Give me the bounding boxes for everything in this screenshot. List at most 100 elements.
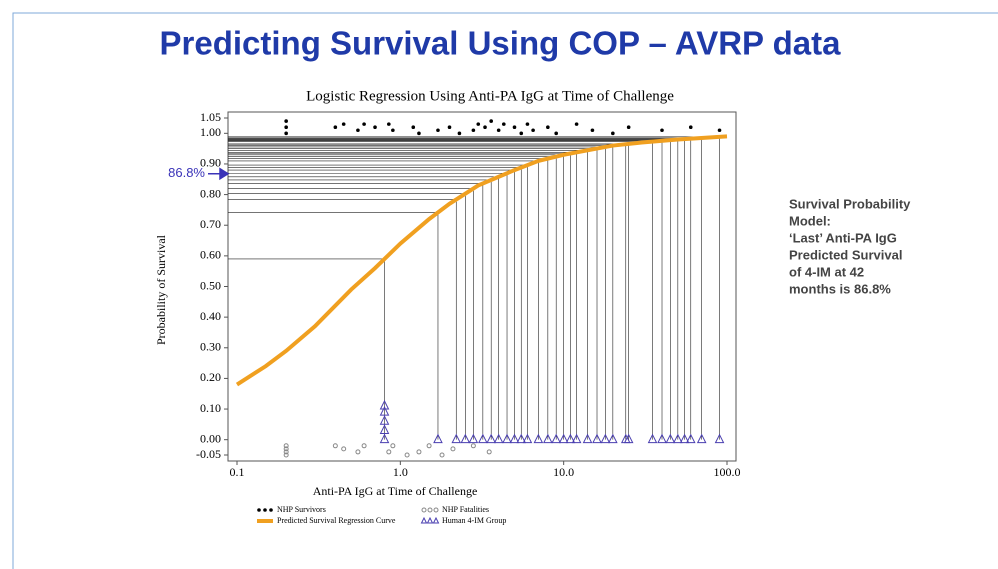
chart-title: Logistic Regression Using Anti-PA IgG at… — [306, 88, 674, 104]
x-tick-label: 100.0 — [714, 465, 741, 479]
fatality-circle — [332, 443, 338, 449]
human-triangle — [608, 433, 618, 444]
side-text-line: Model: — [789, 213, 831, 228]
survivor-dot — [457, 131, 462, 136]
annotation-arrow — [208, 167, 230, 181]
y-axis-label: Probability of Survival — [154, 234, 168, 345]
side-text: Survival Probability Model: ‘Last’ Anti-PA… — [789, 196, 911, 296]
survivor-dot — [436, 128, 440, 133]
survivor-dot — [471, 128, 476, 133]
human-triangle — [379, 415, 390, 425]
y-tick-label: 0.00 — [200, 431, 221, 445]
survivor-dot — [489, 119, 493, 123]
human-triangle — [451, 433, 462, 444]
legend-swatch — [257, 508, 261, 512]
survivor-dot — [284, 119, 288, 123]
fatality-circle — [426, 443, 432, 449]
human-triangle — [543, 433, 553, 444]
human-triangle — [647, 433, 658, 444]
survivor-dot — [356, 128, 360, 133]
survivor-dot — [387, 122, 391, 126]
legend-label: NHP Fatalities — [442, 505, 489, 514]
survivor-dot — [574, 122, 579, 126]
human-triangle — [565, 433, 576, 444]
fatality-circle — [386, 449, 392, 455]
legend-swatch — [420, 516, 428, 524]
fatality-circle — [341, 446, 347, 452]
survivor-dot — [284, 125, 288, 129]
survivor-dot — [373, 125, 377, 129]
survivor-dot — [554, 131, 558, 136]
slide-title: Predicting Survival Using COP – AVRP dat… — [160, 25, 842, 62]
survivor-dot — [417, 131, 421, 136]
human-triangle — [379, 399, 390, 410]
fatality-circle — [404, 452, 410, 458]
human-triangle — [558, 433, 569, 444]
fatality-circle — [361, 443, 367, 449]
survivor-dot — [519, 131, 524, 136]
y-tick-label: 1.05 — [200, 110, 221, 124]
y-tick-label: 0.10 — [200, 401, 221, 415]
fatality-circle — [283, 443, 289, 449]
survivor-dot — [501, 122, 506, 126]
human-triangle — [714, 433, 725, 444]
survivor-dot — [341, 122, 346, 126]
fatality-circle — [283, 446, 289, 452]
human-triangle — [592, 433, 602, 444]
survivor-dot — [476, 122, 481, 126]
human-triangle — [522, 433, 533, 444]
human-triangle — [460, 433, 471, 444]
side-text-line: of 4-IM at 42 — [789, 264, 864, 279]
legend-label: NHP Survivors — [277, 505, 326, 514]
survivor-dot — [531, 128, 535, 133]
annotation-label: 86.8% — [168, 165, 205, 180]
side-text-line: Predicted Survival — [789, 247, 902, 262]
legend-swatch — [427, 507, 433, 513]
fatality-circle — [439, 452, 445, 458]
y-tick-label: 0.40 — [200, 309, 221, 323]
y-tick-label: 0.50 — [200, 278, 221, 292]
human-triangle — [486, 433, 497, 444]
fatality-circle — [416, 449, 422, 455]
human-triangle — [379, 424, 390, 434]
y-tick-label: 0.20 — [200, 370, 221, 384]
x-tick-label: 10.0 — [553, 465, 574, 479]
fatality-circle — [450, 446, 456, 452]
human-triangle — [433, 433, 443, 444]
survivor-dot — [546, 125, 550, 129]
human-triangle — [516, 433, 527, 444]
survivor-dot — [626, 125, 631, 129]
human-triangle — [533, 433, 544, 444]
x-tick-label: 0.1 — [230, 465, 245, 479]
human-triangle — [679, 433, 690, 444]
legend-swatch — [263, 508, 267, 512]
survivor-dot — [447, 125, 452, 129]
human-triangle — [657, 433, 667, 444]
survivor-dot — [284, 131, 288, 136]
legend-swatch — [269, 508, 273, 512]
survivor-dot — [611, 131, 615, 136]
side-text-line: Survival Probability — [789, 196, 911, 211]
y-tick-label: -0.05 — [196, 447, 221, 461]
human-triangle — [379, 433, 390, 444]
y-tick-label: 0.60 — [200, 248, 221, 262]
legend-swatch — [433, 507, 439, 513]
x-axis-label: Anti-PA IgG at Time of Challenge — [313, 484, 478, 498]
survivor-dot — [590, 128, 595, 133]
survivor-dot — [717, 128, 722, 133]
human-triangle — [685, 433, 696, 444]
survivor-dot — [525, 122, 530, 126]
y-tick-label: 1.00 — [200, 125, 221, 139]
survivor-dot — [483, 125, 487, 129]
survivor-dot — [660, 128, 664, 133]
y-tick-label: 0.30 — [200, 340, 221, 354]
fatality-circle — [355, 449, 361, 455]
human-triangle — [600, 433, 611, 444]
legend-swatch — [421, 507, 427, 513]
survivor-dot — [362, 122, 366, 126]
legend-label: Predicted Survival Regression Curve — [277, 516, 396, 525]
survivor-dot — [512, 125, 517, 129]
y-tick-label: 0.90 — [200, 156, 221, 170]
x-tick-label: 1.0 — [393, 465, 408, 479]
